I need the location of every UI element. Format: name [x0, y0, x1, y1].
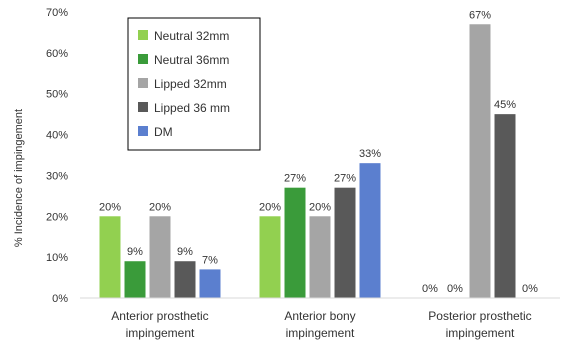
category-label: Posterior prosthetic: [428, 309, 531, 323]
y-tick-label: 0%: [52, 293, 68, 305]
category-label: impingement: [446, 326, 515, 340]
legend-swatch: [138, 102, 148, 112]
data-label: 45%: [494, 99, 516, 111]
y-tick-label: 40%: [46, 130, 68, 142]
bar: [124, 261, 146, 298]
y-tick-label: 50%: [46, 89, 68, 101]
legend-swatch: [138, 126, 148, 136]
y-tick-label: 10%: [46, 252, 68, 264]
y-tick-label: 30%: [46, 170, 68, 182]
data-label: 20%: [99, 201, 121, 213]
bar: [149, 216, 171, 298]
legend-swatch: [138, 30, 148, 40]
data-label: 27%: [334, 173, 356, 185]
bar: [99, 216, 121, 298]
category-label: Anterior bony: [284, 309, 355, 323]
data-label: 9%: [177, 246, 193, 258]
category-labels: Anterior prosthetic impingement Anterior b…: [111, 309, 531, 340]
legend-label: Neutral 36mm: [154, 53, 229, 67]
bar: [359, 163, 381, 298]
category-label: Anterior prosthetic: [111, 309, 208, 323]
y-axis-title: % Incidence of impingement: [13, 109, 25, 247]
legend-label: Lipped 36 mm: [154, 101, 230, 115]
data-label: 0%: [522, 283, 538, 295]
data-label: 7%: [202, 254, 218, 266]
data-label: 67%: [469, 9, 491, 21]
data-labels: 20% 9% 20% 9% 7% 20% 27% 20% 27% 33% 0% 0% 67% 45% 0%: [99, 9, 538, 295]
y-tick-label: 20%: [46, 211, 68, 223]
data-label: 0%: [447, 283, 463, 295]
bar: [469, 24, 491, 299]
data-label: 0%: [422, 283, 438, 295]
bars: [99, 24, 516, 299]
bar: [199, 269, 221, 298]
legend-label: Lipped 32mm: [154, 77, 227, 91]
y-tick-label: 60%: [46, 48, 68, 60]
legend-box: [127, 17, 261, 151]
data-label: 33%: [359, 148, 381, 160]
data-label: 27%: [284, 173, 306, 185]
data-label: 20%: [309, 201, 331, 213]
bar: [334, 187, 356, 298]
y-axis-ticks: 0% 10% 20% 30% 40% 50% 60% 70%: [46, 7, 68, 305]
bar: [309, 216, 331, 298]
y-tick-label: 70%: [46, 7, 68, 19]
legend-swatch: [138, 78, 148, 88]
data-label: 20%: [259, 201, 281, 213]
legend-label: Neutral 32mm: [154, 29, 229, 43]
category-label: impingement: [126, 326, 195, 340]
data-label: 9%: [127, 246, 143, 258]
bar: [259, 216, 281, 298]
bar: [284, 187, 306, 298]
legend-swatch: [138, 54, 148, 64]
data-label: 20%: [149, 201, 171, 213]
bar: [174, 261, 196, 298]
legend-label: DM: [154, 125, 173, 139]
bar: [494, 114, 516, 299]
category-label: impingement: [286, 326, 355, 340]
legend: Neutral 32mm Neutral 36mm Lipped 32mm Lippe…: [127, 17, 261, 151]
